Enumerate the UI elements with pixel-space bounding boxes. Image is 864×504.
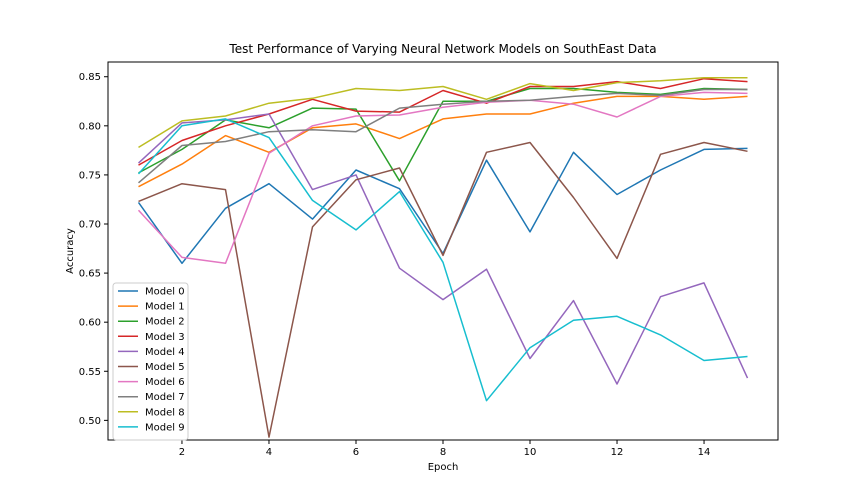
legend-box	[112, 282, 189, 441]
y-axis-label: Accuracy	[65, 228, 76, 274]
plot-area	[107, 61, 779, 441]
legend: Model 0 Model 1 Model 2 Model 3 Model 4 Model…	[112, 282, 189, 441]
series-line-model-3	[138, 77, 748, 166]
x-tick-label: 10	[524, 447, 537, 458]
legend-label-model-9: Model 9	[145, 422, 185, 433]
y-tick-label: 0.70	[79, 220, 101, 231]
y-tick-label: 0.80	[79, 121, 101, 132]
legend-label-model-3: Model 3	[145, 332, 185, 343]
x-tick-label: 4	[266, 447, 272, 458]
y-axis: 0.50 0.55 0.60 0.65 0.70 0.75 0.80 0.85	[79, 72, 108, 427]
legend-label-model-6: Model 6	[145, 377, 185, 388]
series-line-model-9	[137, 118, 748, 402]
series-line-model-4	[137, 113, 749, 385]
legend-label-model-0: Model 0	[145, 287, 185, 298]
x-axis: 2 4 6 8 10 12 14	[179, 440, 711, 458]
series-line-model-7	[138, 88, 748, 184]
y-tick-label: 0.60	[79, 318, 101, 329]
x-axis-label: Epoch	[428, 462, 459, 473]
legend-label-model-4: Model 4	[145, 347, 185, 358]
chart-title: Test Performance of Varying Neural Netwo…	[228, 42, 656, 56]
legend-label-model-5: Model 5	[145, 362, 185, 373]
series-lines	[137, 76, 749, 438]
y-tick-label: 0.65	[79, 269, 101, 280]
legend-label-model-8: Model 8	[145, 407, 185, 418]
y-tick-label: 0.75	[79, 170, 101, 181]
series-line-model-5	[138, 141, 748, 438]
series-line-model-8	[138, 76, 748, 149]
y-tick-label: 0.55	[79, 367, 101, 378]
series-line-model-1	[138, 95, 748, 188]
series-line-model-6	[137, 91, 748, 265]
legend-label-model-7: Model 7	[145, 392, 185, 403]
x-tick-label: 2	[179, 447, 185, 458]
legend-label-model-1: Model 1	[145, 302, 185, 313]
x-tick-label: 12	[611, 447, 624, 458]
x-tick-label: 6	[353, 447, 359, 458]
x-tick-label: 14	[698, 447, 711, 458]
y-tick-label: 0.50	[79, 416, 101, 427]
legend-label-model-2: Model 2	[145, 317, 185, 328]
y-tick-label: 0.85	[79, 72, 101, 83]
x-tick-label: 8	[440, 447, 446, 458]
